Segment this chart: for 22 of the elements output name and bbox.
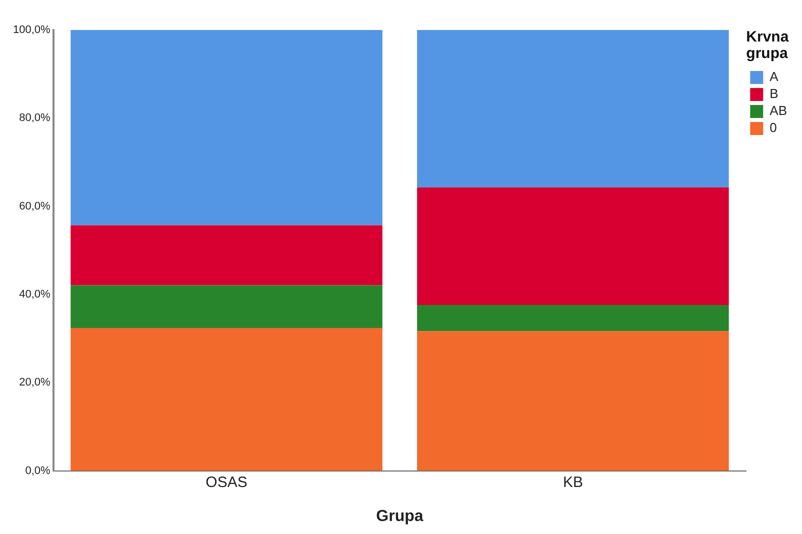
- bar: [417, 331, 729, 471]
- y-tick-label: 40,0%: [19, 288, 51, 301]
- y-tick-label: 60,0%: [19, 200, 51, 212]
- legend-label: 0: [770, 120, 777, 136]
- x-axis-title: Grupa: [376, 508, 424, 525]
- x-tick-label: KB: [562, 474, 583, 491]
- bar: [417, 305, 729, 332]
- bar: [70, 285, 382, 328]
- legend-title: Krvna grupa: [746, 28, 790, 62]
- y-tick-label: 100,0%: [12, 24, 51, 36]
- y-tick-label: 0,0%: [25, 464, 51, 477]
- bar: [417, 187, 729, 306]
- bar: [70, 225, 382, 286]
- bar: [70, 328, 382, 471]
- y-tick-label: 80,0%: [19, 112, 51, 124]
- y-tick-label: 20,0%: [19, 376, 51, 389]
- legend-label: B: [770, 86, 778, 102]
- bar: [417, 30, 729, 188]
- legend-label: AB: [770, 103, 787, 118]
- legend-label: A: [770, 69, 779, 84]
- bar: [70, 30, 382, 226]
- x-tick-label: OSAS: [206, 474, 248, 491]
